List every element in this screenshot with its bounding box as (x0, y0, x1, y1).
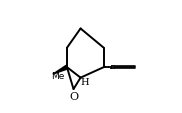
Text: Me: Me (51, 71, 64, 80)
Text: H: H (80, 77, 89, 86)
Polygon shape (53, 66, 68, 74)
Text: O: O (69, 91, 78, 101)
